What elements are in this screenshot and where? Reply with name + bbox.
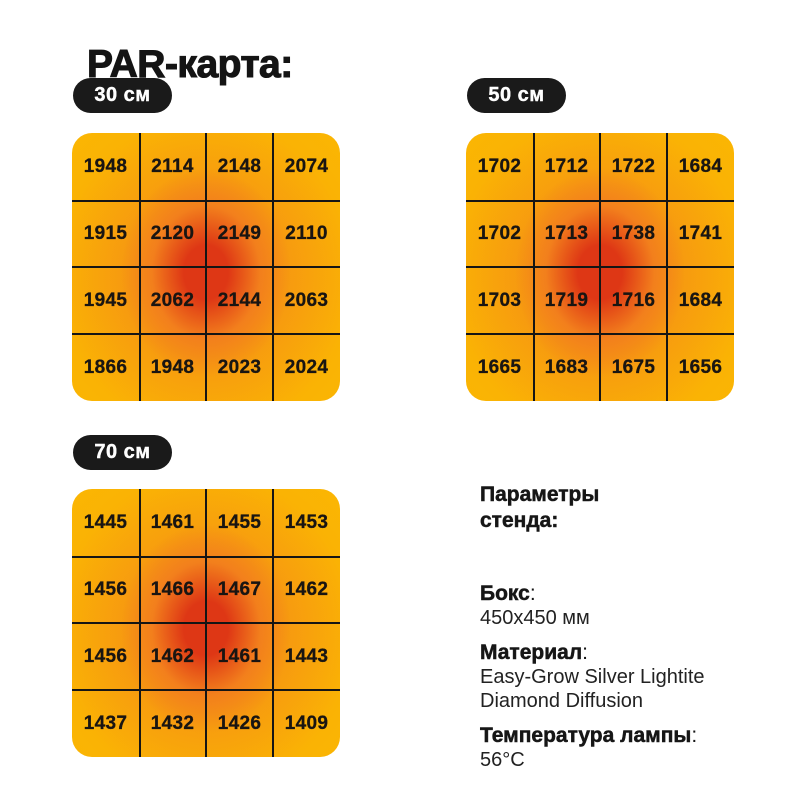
heatmap-cell-value: 1466: [150, 578, 195, 600]
heatmap-values-grid: 1948 2114 2148 2074 1915 2120 2149 2110 1945 2062…: [72, 133, 340, 401]
heatmap-cell-value: 1462: [150, 645, 195, 667]
heatmap-cell-value: 1665: [477, 356, 522, 378]
heatmap-cell-value: 1741: [678, 222, 723, 244]
heatmap-cell-value: 1456: [83, 645, 128, 667]
heatmap-cell-value: 2023: [217, 356, 262, 378]
heatmap-cell-value: 1461: [217, 645, 262, 667]
heatmap-cell-value: 1684: [678, 155, 723, 177]
heatmap-50cm: 1702 1712 1722 1684 1702 1713 1738 1741 1703 1719…: [466, 133, 734, 401]
heatmap-cell-value: 1948: [83, 155, 128, 177]
heatmap-cell-value: 1456: [83, 578, 128, 600]
param-lamp-temperature: Температура лампы 56°C: [480, 723, 765, 772]
distance-badge-50cm: 50 см: [467, 78, 566, 113]
heatmap-cell-value: 2148: [217, 155, 262, 177]
distance-badge-label: 30 см: [94, 84, 151, 106]
heatmap-cell-value: 1426: [217, 712, 262, 734]
stand-parameters-section: Параметры стенда: Бокс 450x450 мм Матери…: [480, 482, 765, 772]
param-box: Бокс 450x450 мм: [480, 581, 765, 630]
heatmap-cell-value: 1461: [150, 511, 195, 533]
heatmap-cell-value: 1409: [284, 712, 329, 734]
heatmap-cell-value: 1455: [217, 511, 262, 533]
heatmap-cell-value: 2074: [284, 155, 329, 177]
heatmap-cell-value: 1684: [678, 289, 723, 311]
heatmap-cell-value: 1656: [678, 356, 723, 378]
heatmap-cell-value: 2063: [284, 289, 329, 311]
heatmap-cell-value: 1945: [83, 289, 128, 311]
heatmap-cell-value: 1453: [284, 511, 329, 533]
param-value: Easy-Grow Silver Lightite Diamond Diffus…: [480, 666, 705, 712]
heatmap-cell-value: 1948: [150, 356, 195, 378]
heatmap-cell-value: 1703: [477, 289, 522, 311]
heatmap-cell-value: 1437: [83, 712, 128, 734]
distance-badge-30cm: 30 см: [73, 78, 172, 113]
heatmap-30cm: 1948 2114 2148 2074 1915 2120 2149 2110 1945 2062…: [72, 133, 340, 401]
heatmap-cell-value: 1866: [83, 356, 128, 378]
heatmap-cell-value: 1462: [284, 578, 329, 600]
heatmap-cell-value: 2114: [151, 155, 194, 177]
heatmap-cell-value: 1467: [217, 578, 262, 600]
heatmap-cell-value: 1702: [477, 155, 522, 177]
heatmap-70cm: 1445 1461 1455 1453 1456 1466 1467 1462 1456 1462…: [72, 489, 340, 757]
heatmap-cell-value: 2110: [285, 222, 328, 244]
param-value: 450x450 мм: [480, 607, 590, 629]
param-term: Материал: [480, 640, 765, 665]
heatmap-cell-value: 1719: [544, 289, 589, 311]
distance-badge-label: 70 см: [94, 441, 151, 463]
param-material: Материал Easy-Grow Silver Lightite Diamo…: [480, 640, 765, 713]
heatmap-cell-value: 2062: [150, 289, 195, 311]
param-value: 56°C: [480, 749, 525, 771]
heatmap-cell-value: 1445: [83, 511, 128, 533]
heatmap-cell-value: 1716: [611, 289, 656, 311]
heatmap-cell-value: 1443: [284, 645, 329, 667]
heatmap-cell-value: 2149: [217, 222, 262, 244]
heatmap-cell-value: 1702: [477, 222, 522, 244]
heatmap-cell-value: 2024: [284, 356, 329, 378]
distance-badge-label: 50 см: [488, 84, 545, 106]
heatmap-cell-value: 1722: [611, 155, 656, 177]
heatmap-cell-value: 1675: [611, 356, 656, 378]
heatmap-cell-value: 1432: [150, 712, 195, 734]
heatmap-cell-value: 1915: [83, 222, 128, 244]
param-term: Бокс: [480, 581, 765, 606]
heatmap-cell-value: 1712: [544, 155, 589, 177]
distance-badge-70cm: 70 см: [73, 435, 172, 470]
heatmap-values-grid: 1445 1461 1455 1453 1456 1466 1467 1462 1456 1462…: [72, 489, 340, 757]
heatmap-cell-value: 1738: [611, 222, 656, 244]
heatmap-values-grid: 1702 1712 1722 1684 1702 1713 1738 1741 1703 1719…: [466, 133, 734, 401]
heatmap-cell-value: 1713: [544, 222, 589, 244]
heatmap-cell-value: 2144: [217, 289, 262, 311]
heatmap-cell-value: 1683: [544, 356, 589, 378]
param-term: Температура лампы: [480, 723, 765, 748]
stand-parameters-heading: Параметры стенда:: [480, 483, 600, 533]
heatmap-cell-value: 2120: [150, 222, 195, 244]
